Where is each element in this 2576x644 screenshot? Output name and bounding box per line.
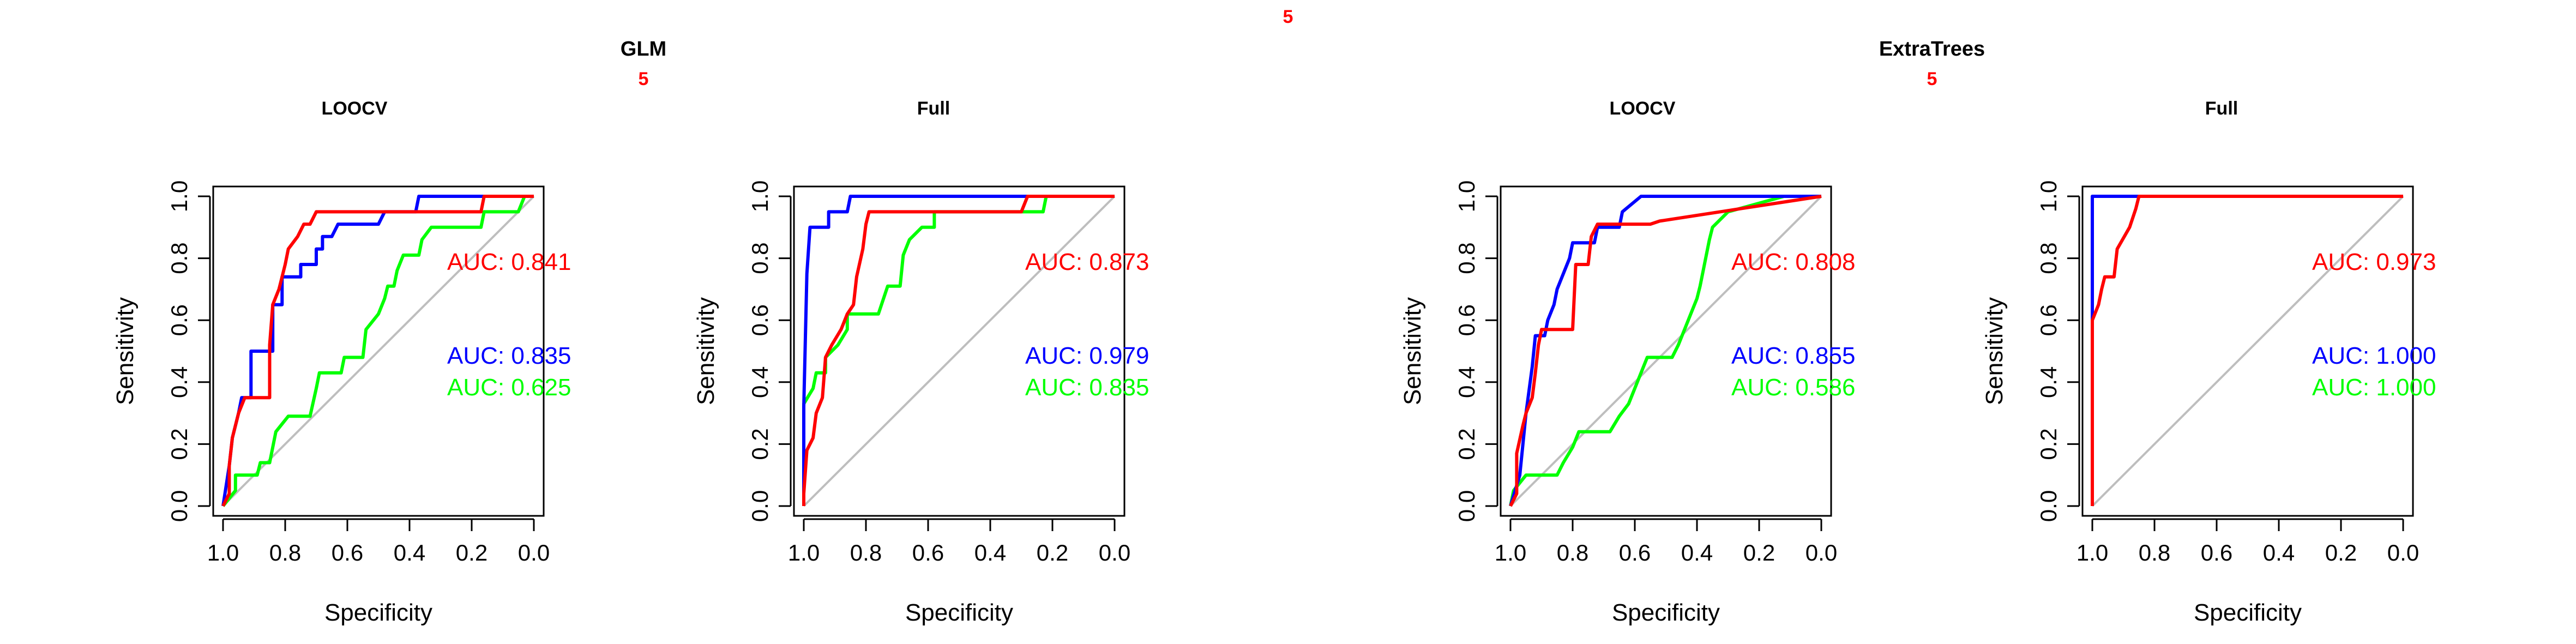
x-tick-label: 0.6 xyxy=(912,540,944,565)
roc-panel-2: Full 1.0 0.8 0.6 0.4 0.2 0.0 Specificity 0.0 0.2 0… xyxy=(693,98,1149,626)
roc-curve-red xyxy=(1509,195,1822,507)
roc-panel-1: LOOCV 1.0 0.8 0.6 0.4 0.2 0.0 Specificity 0.0 0.2… xyxy=(112,98,571,626)
roc-curve-green xyxy=(221,195,534,507)
group-title-glm: GLM xyxy=(621,38,666,61)
y-tick-label: 0.2 xyxy=(166,428,192,460)
roc-curve-green xyxy=(802,195,1115,506)
y-tick-label: 0.6 xyxy=(166,304,192,336)
y-tick-label: 0.8 xyxy=(1454,242,1479,274)
y-tick-label: 0.4 xyxy=(2036,366,2061,398)
roc-panel-3: LOOCV 1.0 0.8 0.6 0.4 0.2 0.0 Specificity 0.0 0.2… xyxy=(1399,98,1855,626)
x-tick-label: 0.6 xyxy=(1619,540,1651,565)
auc-label-blue: AUC: 0.979 xyxy=(1025,342,1149,369)
top-label: 5 xyxy=(1283,7,1293,27)
y-tick-label: 0.8 xyxy=(747,242,773,274)
x-tick-label: 0.4 xyxy=(974,540,1006,565)
x-axis-label: Specificity xyxy=(905,599,1013,626)
roc-curve-red xyxy=(2091,195,2403,506)
x-axis-label: Specificity xyxy=(324,599,432,626)
auc-label-green: AUC: 0.835 xyxy=(1025,374,1149,401)
y-tick-label: 1.0 xyxy=(2036,180,2061,212)
group-sublabel-extratrees: 5 xyxy=(1927,69,1937,89)
plot-frame xyxy=(212,185,545,517)
x-tick-label: 0.2 xyxy=(2325,540,2357,565)
reference-diagonal xyxy=(803,195,1116,507)
x-tick-label: 0.2 xyxy=(1037,540,1068,565)
reference-diagonal xyxy=(2091,195,2404,507)
plot-frame xyxy=(2081,185,2414,517)
y-axis-label: Sensitivity xyxy=(693,297,719,405)
auc-label-red: AUC: 0.841 xyxy=(447,249,571,275)
x-tick-label: 0.8 xyxy=(269,540,301,565)
y-tick-label: 0.0 xyxy=(747,490,773,522)
auc-label-red: AUC: 0.973 xyxy=(2312,249,2436,275)
y-tick-label: 0.6 xyxy=(747,304,773,336)
x-tick-label: 0.8 xyxy=(1557,540,1588,565)
x-tick-label: 1.0 xyxy=(2077,540,2108,565)
x-tick-label: 0.4 xyxy=(2263,540,2295,565)
x-tick-label: 0.8 xyxy=(2139,540,2170,565)
y-tick-label: 0.0 xyxy=(166,490,192,522)
x-tick-label: 1.0 xyxy=(207,540,239,565)
roc-curve-green xyxy=(1509,195,1821,507)
y-tick-label: 0.0 xyxy=(2036,490,2061,522)
x-tick-label: 0.6 xyxy=(332,540,363,565)
x-tick-label: 0.0 xyxy=(518,540,550,565)
y-tick-label: 0.4 xyxy=(166,366,192,398)
plot-frame xyxy=(793,185,1126,517)
x-tick-label: 0.6 xyxy=(2201,540,2232,565)
x-axis-label: Specificity xyxy=(1612,599,1720,626)
x-axis-label: Specificity xyxy=(2194,599,2302,626)
group-title-extratrees: ExtraTrees xyxy=(1879,38,1985,61)
panel-title: LOOCV xyxy=(322,98,388,119)
auc-label-green: AUC: 1.000 xyxy=(2312,374,2436,401)
y-tick-label: 0.2 xyxy=(2036,428,2061,460)
y-tick-label: 0.8 xyxy=(2036,242,2061,274)
x-tick-label: 0.0 xyxy=(2387,540,2419,565)
auc-label-blue: AUC: 1.000 xyxy=(2312,342,2436,369)
x-tick-label: 0.4 xyxy=(1681,540,1713,565)
roc-panel-4: Full 1.0 0.8 0.6 0.4 0.2 0.0 Specificity 0.0 0.2 0… xyxy=(1981,98,2436,626)
y-tick-label: 0.0 xyxy=(1454,490,1479,522)
roc-curve-red xyxy=(221,195,534,507)
plot-frame xyxy=(1500,185,1832,517)
group-sublabel-glm: 5 xyxy=(639,69,649,89)
x-tick-label: 1.0 xyxy=(1495,540,1526,565)
auc-label-blue: AUC: 0.835 xyxy=(447,342,571,369)
y-axis-label: Sensitivity xyxy=(1981,297,2008,405)
x-tick-label: 0.0 xyxy=(1805,540,1837,565)
y-tick-label: 0.4 xyxy=(747,366,773,398)
y-tick-label: 0.2 xyxy=(747,428,773,460)
y-tick-label: 1.0 xyxy=(166,180,192,212)
y-axis-label: Sensitivity xyxy=(112,297,139,405)
auc-label-blue: AUC: 0.855 xyxy=(1731,342,1855,369)
x-tick-label: 1.0 xyxy=(788,540,820,565)
x-tick-label: 0.2 xyxy=(456,540,487,565)
auc-label-red: AUC: 0.808 xyxy=(1731,249,1855,275)
y-tick-label: 1.0 xyxy=(1454,180,1479,212)
roc-curve-blue xyxy=(802,195,1115,506)
x-tick-label: 0.8 xyxy=(850,540,882,565)
reference-diagonal xyxy=(222,195,535,507)
auc-label-red: AUC: 0.873 xyxy=(1025,249,1149,275)
roc-curve-red xyxy=(802,195,1115,506)
panel-title: Full xyxy=(2205,98,2238,119)
y-tick-label: 0.6 xyxy=(2036,304,2061,336)
reference-diagonal xyxy=(1509,195,1822,507)
y-tick-label: 0.8 xyxy=(166,242,192,274)
auc-label-green: AUC: 0.586 xyxy=(1731,374,1855,401)
panel-title: Full xyxy=(917,98,950,119)
panel-title: LOOCV xyxy=(1610,98,1676,119)
y-tick-label: 0.4 xyxy=(1454,366,1479,398)
y-tick-label: 0.6 xyxy=(1454,304,1479,336)
y-tick-label: 0.2 xyxy=(1454,428,1479,460)
x-tick-label: 0.2 xyxy=(1743,540,1775,565)
y-axis-label: Sensitivity xyxy=(1399,297,1426,405)
x-tick-label: 0.4 xyxy=(394,540,425,565)
y-tick-label: 1.0 xyxy=(747,180,773,212)
auc-label-green: AUC: 0.625 xyxy=(447,374,571,401)
x-tick-label: 0.0 xyxy=(1099,540,1130,565)
